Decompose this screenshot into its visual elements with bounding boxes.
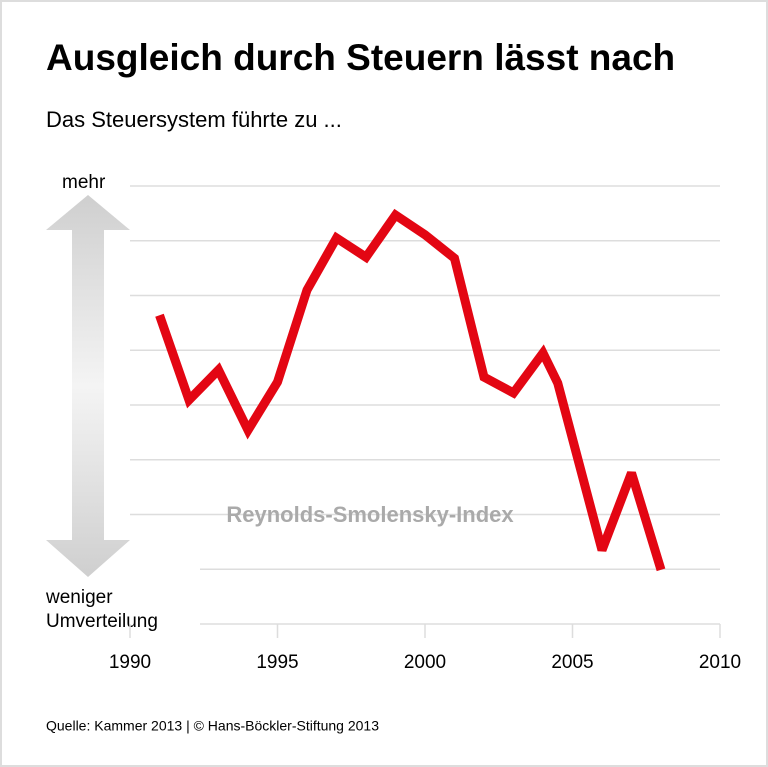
x-tick-label: 1995: [256, 652, 298, 673]
line: [155, 208, 666, 572]
plot: Reynolds-Smolensky-Index: [155, 208, 666, 572]
chart-title: Ausgleich durch Steuern lässt nach: [46, 37, 675, 78]
arrow: [46, 195, 130, 577]
x-tick-label: 2010: [699, 652, 741, 673]
chart-subtitle: Das Steuersystem führte zu ...: [46, 107, 342, 132]
x-tick-label: 1990: [109, 652, 151, 673]
grid: 1990 1995 2000 2005 2010: [109, 185, 741, 673]
y-label-bottom: Umverteilung: [46, 611, 158, 632]
y-label-top: mehr: [62, 172, 106, 193]
x-tick-label: 2005: [551, 652, 593, 673]
source: Quelle: Kammer 2013 | © Hans-Böckler-Sti…: [46, 718, 379, 734]
y-label-bottom: weniger: [45, 587, 113, 608]
x-tick-label: 2000: [404, 652, 446, 673]
series-label: Reynolds-Smolensky-Index: [226, 502, 514, 527]
